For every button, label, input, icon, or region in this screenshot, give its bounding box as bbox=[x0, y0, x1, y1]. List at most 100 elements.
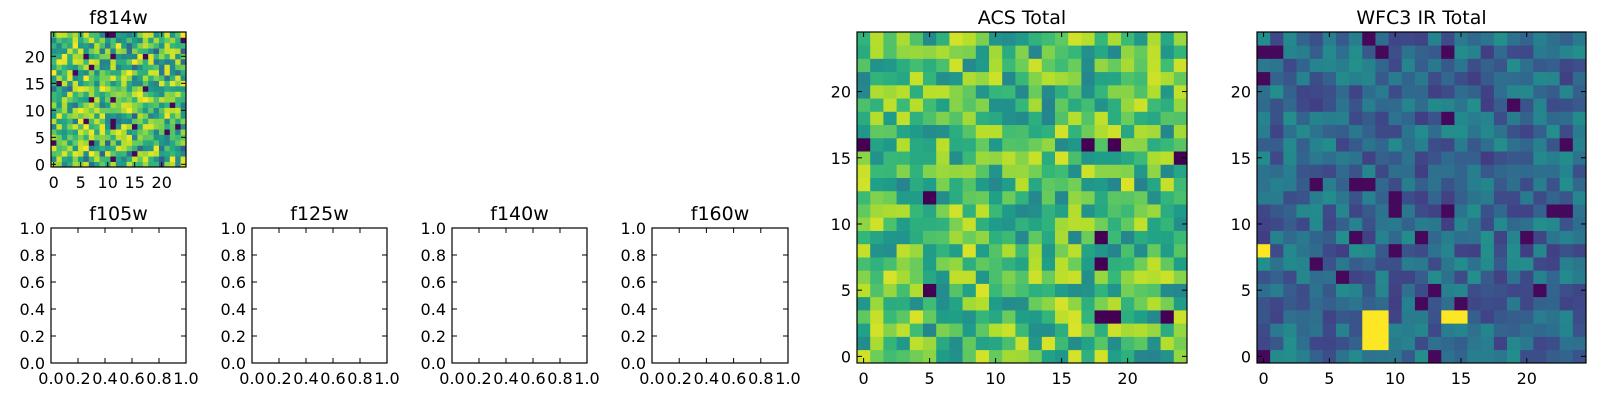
heatmap-cell bbox=[1388, 270, 1403, 284]
heatmap-cell bbox=[1257, 111, 1271, 126]
heatmap-cell bbox=[909, 137, 924, 152]
heatmap-cell bbox=[1493, 32, 1508, 46]
heatmap-cell bbox=[94, 145, 100, 152]
heatmap-cell bbox=[870, 310, 884, 324]
y-tick-label: 15 bbox=[25, 74, 45, 93]
heatmap-cell bbox=[142, 156, 149, 162]
heatmap-cell bbox=[1257, 283, 1271, 298]
heatmap-cell bbox=[1270, 164, 1284, 178]
heatmap-cell bbox=[132, 69, 138, 76]
heatmap-cell bbox=[989, 124, 1003, 139]
heatmap-cell bbox=[1121, 257, 1135, 271]
panel-title: f105w bbox=[89, 203, 148, 225]
heatmap-cell bbox=[126, 42, 133, 49]
heatmap-cell bbox=[137, 69, 144, 76]
heatmap-cell bbox=[1520, 230, 1534, 245]
heatmap-cell bbox=[94, 156, 100, 162]
heatmap-cell bbox=[1375, 257, 1389, 271]
heatmap-cell bbox=[1134, 71, 1148, 86]
heatmap-cell bbox=[1283, 323, 1297, 337]
heatmap-cell bbox=[1388, 137, 1403, 152]
heatmap-cell bbox=[61, 91, 68, 98]
heatmap-cell bbox=[1160, 45, 1175, 59]
heatmap-cell bbox=[1257, 336, 1271, 351]
heatmap-cell bbox=[1388, 230, 1403, 245]
heatmap-cell bbox=[1068, 137, 1082, 152]
heatmap-cell bbox=[1270, 243, 1284, 258]
heatmap-cell bbox=[857, 111, 871, 126]
heatmap-cell bbox=[1257, 58, 1271, 73]
heatmap-cell bbox=[1322, 243, 1337, 258]
heatmap-cell bbox=[67, 69, 73, 76]
heatmap-cell bbox=[1081, 71, 1095, 86]
heatmap-cell bbox=[1173, 283, 1188, 298]
heatmap-cell bbox=[1572, 190, 1587, 205]
heatmap-cell bbox=[72, 69, 79, 76]
heatmap-cell bbox=[923, 296, 937, 311]
heatmap-cell bbox=[99, 161, 106, 168]
heatmap-cell bbox=[153, 140, 160, 146]
heatmap-cell bbox=[1493, 257, 1508, 271]
heatmap-cell bbox=[1309, 296, 1324, 311]
heatmap-cell bbox=[1362, 32, 1376, 46]
heatmap-cell bbox=[1349, 58, 1363, 73]
heatmap-cell bbox=[857, 257, 871, 271]
heatmap-cell bbox=[1388, 45, 1403, 59]
heatmap-cell bbox=[1055, 270, 1069, 284]
heatmap-cell bbox=[975, 204, 990, 218]
heatmap-cell bbox=[1546, 164, 1561, 178]
heatmap-cell bbox=[909, 177, 924, 192]
heatmap-cell bbox=[1546, 270, 1561, 284]
heatmap-cell bbox=[949, 58, 963, 73]
heatmap-cell bbox=[909, 32, 924, 46]
heatmap-cell bbox=[1270, 310, 1284, 324]
heatmap-cell bbox=[1015, 336, 1029, 351]
heatmap-cell bbox=[1467, 296, 1482, 311]
heatmap-cell bbox=[923, 323, 937, 337]
heatmap-cell bbox=[153, 91, 160, 98]
y-tick-label: 15 bbox=[1231, 149, 1251, 168]
heatmap-cell bbox=[1441, 98, 1455, 112]
heatmap-cell bbox=[132, 75, 138, 81]
heatmap-cell bbox=[1401, 310, 1416, 324]
heatmap-cell bbox=[1441, 283, 1455, 298]
heatmap-cell bbox=[1094, 270, 1109, 284]
heatmap-cell bbox=[169, 113, 176, 119]
heatmap-cell bbox=[99, 91, 106, 98]
heatmap-cell bbox=[1480, 71, 1495, 86]
heatmap-cell bbox=[88, 96, 95, 103]
axes-frame bbox=[856, 31, 1188, 364]
heatmap-cell bbox=[110, 140, 117, 146]
heatmap-cell bbox=[1349, 32, 1363, 46]
heatmap-cell bbox=[1257, 217, 1271, 231]
heatmap-cell bbox=[1480, 111, 1495, 126]
heatmap-cell bbox=[159, 107, 165, 114]
heatmap-cell bbox=[1375, 217, 1389, 231]
heatmap-cell bbox=[1028, 310, 1043, 324]
heatmap-cell bbox=[1147, 270, 1161, 284]
heatmap-cell bbox=[78, 107, 84, 114]
heatmap-cell bbox=[121, 118, 127, 125]
heatmap-cell bbox=[1480, 217, 1495, 231]
heatmap-cell bbox=[61, 59, 68, 65]
heatmap-cell bbox=[126, 75, 133, 81]
heatmap-cell bbox=[88, 145, 95, 152]
heatmap-cell bbox=[72, 145, 79, 152]
heatmap-cell bbox=[989, 336, 1003, 351]
heatmap-cell bbox=[159, 156, 165, 162]
heatmap-cell bbox=[180, 145, 187, 152]
heatmap-cell bbox=[1270, 137, 1284, 152]
heatmap-cell bbox=[1147, 111, 1161, 126]
heatmap-cell bbox=[132, 123, 138, 130]
heatmap-cell bbox=[1094, 349, 1109, 364]
heatmap-cell bbox=[56, 129, 63, 135]
heatmap-cell bbox=[1041, 58, 1056, 73]
heatmap-cell bbox=[1428, 217, 1442, 231]
heatmap-cell bbox=[1107, 230, 1122, 245]
heatmap-cell bbox=[142, 102, 149, 108]
heatmap-cell bbox=[1467, 84, 1482, 99]
heatmap-cell bbox=[115, 134, 122, 141]
heatmap-cell bbox=[1428, 204, 1442, 218]
heatmap-cell bbox=[870, 111, 884, 126]
